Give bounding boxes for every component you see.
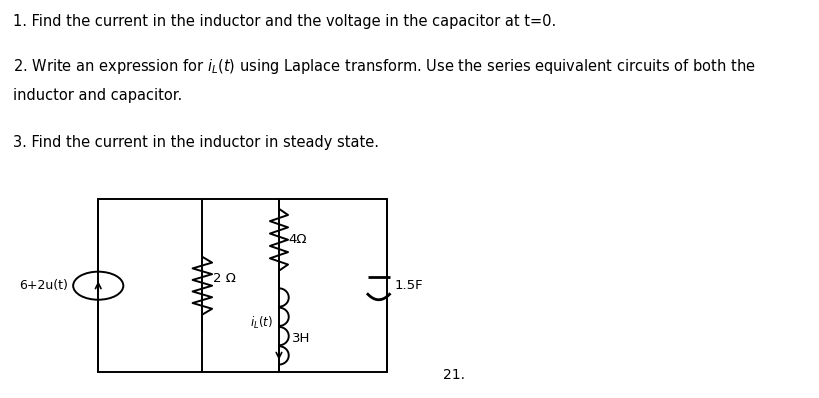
- Text: 1.5F: 1.5F: [394, 279, 423, 292]
- Text: 1. Find the current in the inductor and the voltage in the capacitor at t=0.: 1. Find the current in the inductor and …: [12, 14, 555, 29]
- Text: 2 Ω: 2 Ω: [213, 273, 235, 285]
- Text: 4Ω: 4Ω: [287, 233, 306, 246]
- Bar: [98, 199, 387, 373]
- Text: 21.: 21.: [442, 368, 464, 382]
- Text: 6+2u(t): 6+2u(t): [19, 279, 67, 292]
- Text: 2. Write an expression for $i_L(t)$ using Laplace transform. Use the series equi: 2. Write an expression for $i_L(t)$ usin…: [12, 57, 754, 76]
- Text: inductor and capacitor.: inductor and capacitor.: [12, 88, 182, 103]
- Text: 3. Find the current in the inductor in steady state.: 3. Find the current in the inductor in s…: [12, 135, 378, 150]
- Text: 3H: 3H: [292, 332, 310, 345]
- Text: $i_L(t)$: $i_L(t)$: [250, 314, 273, 331]
